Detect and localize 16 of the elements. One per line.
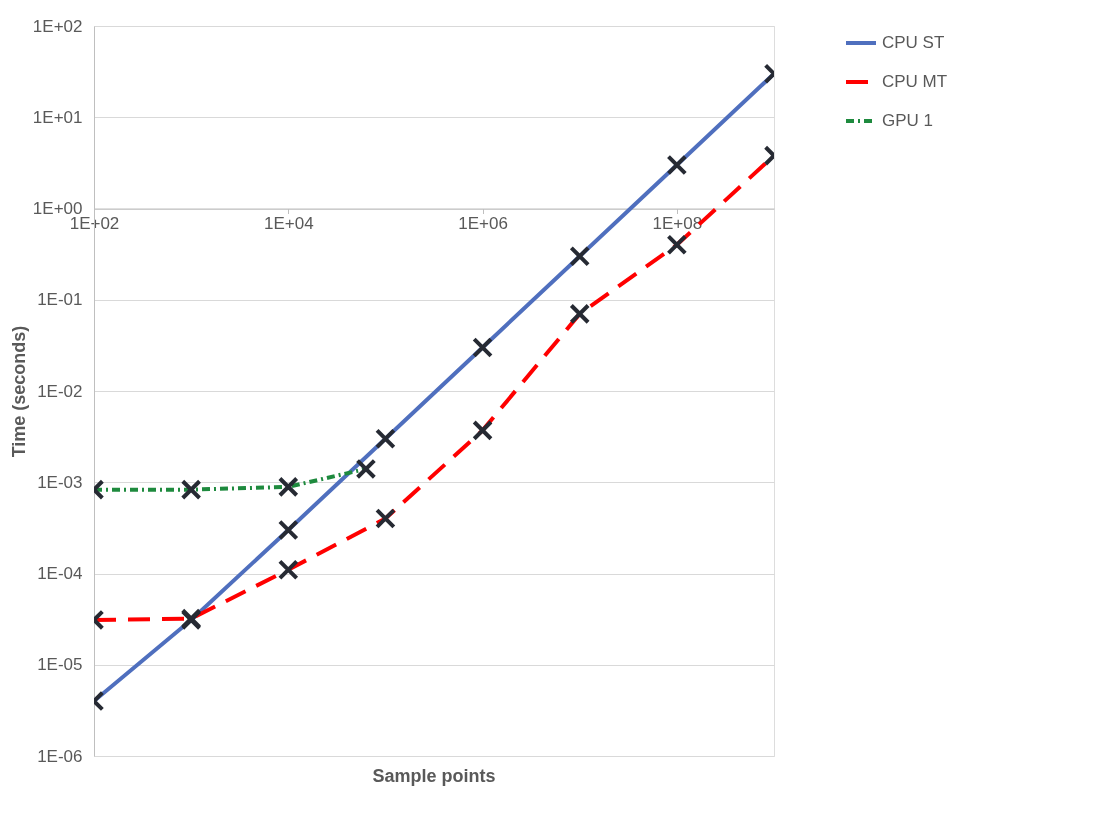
- legend-label: CPU ST: [882, 33, 945, 52]
- y-tick-label: 1E-06: [37, 746, 83, 766]
- x-tick-label: 1E+08: [652, 214, 703, 233]
- y-tick-label: 1E-04: [37, 564, 83, 583]
- y-tick-label: 1E+01: [32, 107, 83, 127]
- y-tick-label: 1E-01: [37, 290, 83, 310]
- x-tick-label: 1E+04: [263, 214, 314, 233]
- x-tick-label: 1E+06: [458, 214, 508, 233]
- y-tick-label: 1E+02: [32, 16, 83, 36]
- x-axis-title: Sample points: [372, 766, 496, 786]
- legend-label: GPU 1: [882, 111, 934, 130]
- y-tick-label: 1E-03: [37, 472, 83, 492]
- y-tick-label: 1E-02: [37, 381, 83, 401]
- y-axis-title: Time (seconds): [8, 325, 29, 458]
- legend-label: CPU MT: [882, 72, 948, 91]
- y-tick-label: 1E-05: [37, 655, 83, 675]
